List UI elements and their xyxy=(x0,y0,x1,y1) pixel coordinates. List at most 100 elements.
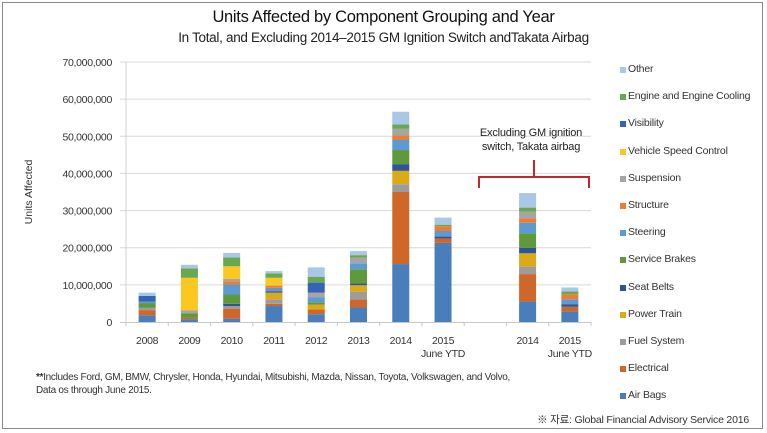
bar-segment-seat-belts xyxy=(434,236,452,239)
bar-segment-fuel-system xyxy=(265,299,283,304)
bar-segment-fuel-system xyxy=(350,291,367,300)
bar-segment-electrical xyxy=(138,310,156,316)
x-tick-label: 2011 xyxy=(263,335,285,347)
legend-item-engine-and-engine-cooling: Engine and Engine Cooling xyxy=(620,90,750,117)
bar-segment-suspension xyxy=(307,292,325,298)
legend-item-service-brakes: Service Brakes xyxy=(620,253,750,280)
legend-item-suspension: Suspension xyxy=(620,172,750,199)
y-axis-ticks: 0 10,000,000 20,000,000 30,000,000 40,000,00… xyxy=(62,57,112,329)
bar-segment-other xyxy=(138,292,156,296)
y-tick-label: 10,000,000 xyxy=(62,280,112,292)
bar-segment-fuel-system xyxy=(138,307,156,311)
legend-label: Structure xyxy=(628,198,669,211)
y-tick-label: 30,000,000 xyxy=(62,206,112,218)
bar-segment-suspension xyxy=(180,310,198,314)
bar-segment-structure xyxy=(519,218,537,223)
bar-segment-service-brakes xyxy=(519,233,537,248)
bar-segment-steering xyxy=(350,263,367,270)
x-tick-label: 2013 xyxy=(347,335,370,347)
bar-segment-fuel-system xyxy=(519,266,537,275)
bar-stack xyxy=(519,193,537,322)
bar-stack xyxy=(561,287,579,322)
bar-segment-engine-and-engine-cooling xyxy=(392,124,410,129)
legend-item-electrical: Electrical xyxy=(620,362,750,389)
legend-swatch xyxy=(620,175,626,182)
legend-swatch xyxy=(620,284,626,291)
bar-segment-engine-and-engine-cooling xyxy=(519,207,537,212)
bar-segment-service-brakes xyxy=(307,302,325,305)
bar-segment-electrical xyxy=(519,274,537,302)
bar-segment-other xyxy=(519,193,537,208)
legend-label: Visibility xyxy=(628,117,664,130)
bar-segment-engine-and-engine-cooling xyxy=(265,273,283,278)
bar-segment-suspension xyxy=(519,211,537,219)
y-tick-label: 50,000,000 xyxy=(62,131,112,143)
legend-item-structure: Structure xyxy=(620,199,750,226)
chart-frame xyxy=(2,2,763,429)
bar-segment-air-bags xyxy=(561,311,579,322)
legend-item-visibility: Visibility xyxy=(620,117,750,144)
bar-segment-seat-belts xyxy=(265,291,283,293)
legend-swatch xyxy=(620,202,626,209)
chart-title: Units Affected by Component Grouping and… xyxy=(212,8,555,26)
legend-swatch xyxy=(620,94,626,101)
bar-segment-power-train xyxy=(392,170,410,185)
bar-segment-air-bags xyxy=(307,314,325,322)
bar-segment-engine-and-engine-cooling xyxy=(434,224,452,227)
bar-segment-seat-belts xyxy=(392,164,410,171)
bar-segment-suspension xyxy=(392,128,410,136)
legend-swatch xyxy=(620,338,626,345)
y-tick-label: 0 xyxy=(106,317,112,329)
bar-segment-steering xyxy=(307,297,325,303)
bar-segment-electrical xyxy=(350,299,367,308)
bar-segment-seat-belts xyxy=(519,247,537,254)
bar-segment-fuel-system xyxy=(223,306,241,309)
bar-segment-other xyxy=(434,217,452,225)
bar-segment-power-train xyxy=(350,285,367,292)
x-tick-label: 2014 xyxy=(517,335,540,347)
bar-stack xyxy=(350,251,367,322)
legend-label: Power Train xyxy=(628,307,682,320)
bar-segment-visibility xyxy=(307,282,325,293)
bar-segment-air-bags xyxy=(180,319,198,322)
bar-segment-air-bags xyxy=(265,306,283,322)
bar-segment-other xyxy=(223,252,241,258)
bar-segment-air-bags xyxy=(223,318,241,322)
legend-label: Steering xyxy=(628,226,666,239)
x-tick-label: 2015 xyxy=(559,335,582,347)
bar-segment-steering xyxy=(434,231,452,237)
bar-segment-engine-and-engine-cooling xyxy=(307,276,325,283)
bar-segment-seat-belts xyxy=(223,303,241,307)
bar-segment-air-bags xyxy=(392,264,410,322)
legend-item-other: Other xyxy=(620,63,750,90)
bar-segment-service-brakes xyxy=(180,313,198,318)
bar-segment-engine-and-engine-cooling xyxy=(180,268,198,278)
bar-segment-vehicle-speed-control xyxy=(180,277,198,311)
bar-stack xyxy=(223,252,241,322)
legend-label: Vehicle Speed Control xyxy=(628,144,728,157)
legend-label: Service Brakes xyxy=(628,253,696,266)
bar-segment-service-brakes xyxy=(138,303,156,308)
bar-segment-other xyxy=(561,287,579,292)
bar-segment-other xyxy=(350,251,367,256)
annotation: Excluding GM ignition switch, Takata air… xyxy=(477,127,590,188)
source-note: ※ 자료: Global Financial Advisory Service … xyxy=(537,414,749,426)
bar-segment-power-train xyxy=(265,292,283,300)
y-tick-label: 20,000,000 xyxy=(62,243,112,255)
bar-segment-air-bags xyxy=(350,307,367,322)
bar-stack xyxy=(265,271,283,322)
bar-segment-service-brakes xyxy=(392,150,410,165)
bar-segment-power-train xyxy=(307,304,325,310)
bar-segment-vehicle-speed-control xyxy=(223,266,241,279)
legend-swatch xyxy=(620,393,626,400)
bar-segment-steering xyxy=(561,299,579,305)
annotation-line: Excluding GM ignition xyxy=(480,127,582,139)
legend-label: Fuel System xyxy=(628,334,685,347)
legend-swatch xyxy=(620,311,626,318)
bar-segment-electrical xyxy=(392,192,410,265)
legend-label: Air Bags xyxy=(628,389,667,402)
bar-segment-other xyxy=(392,111,410,125)
legend-label: Other xyxy=(628,63,654,75)
bar-segment-steering xyxy=(138,301,156,304)
footnote-marker: ** xyxy=(36,372,44,383)
